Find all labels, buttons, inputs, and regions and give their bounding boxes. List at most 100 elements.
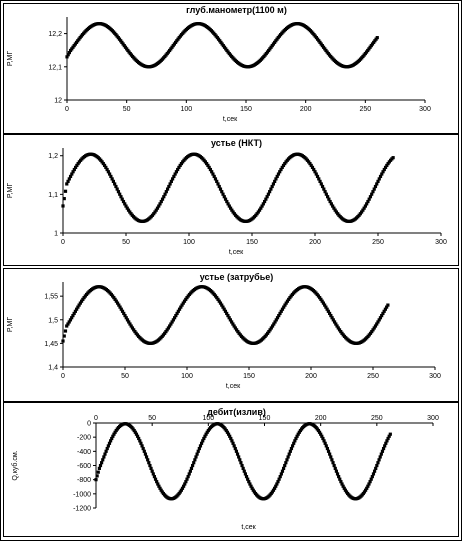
data-point — [62, 334, 66, 338]
data-point — [109, 439, 113, 443]
data-point — [290, 444, 295, 448]
data-point — [238, 458, 242, 462]
x-tick-label: 250 — [359, 106, 371, 113]
data-point — [94, 478, 98, 482]
data-point — [371, 190, 375, 194]
data-point — [96, 470, 100, 474]
data-point — [132, 328, 136, 332]
data-point — [385, 305, 389, 309]
data-point — [383, 165, 388, 170]
data-point — [335, 324, 339, 328]
data-point — [180, 303, 184, 307]
data-point — [112, 296, 116, 300]
data-point — [383, 307, 387, 311]
data-point — [95, 474, 99, 478]
data-point — [266, 331, 270, 335]
data-point — [371, 328, 375, 332]
data-point — [362, 206, 366, 210]
data-point — [178, 163, 182, 168]
data-point — [174, 170, 178, 174]
data-point — [73, 42, 77, 46]
data-point — [330, 316, 334, 320]
data-point — [220, 190, 224, 194]
data-point — [124, 204, 128, 208]
x-tick-label: 0 — [94, 415, 98, 422]
data-point — [101, 458, 105, 462]
data-point — [180, 486, 185, 490]
data-point — [233, 446, 237, 451]
data-point — [61, 339, 65, 343]
data-point — [162, 195, 166, 199]
data-point — [218, 187, 223, 191]
data-point — [188, 469, 192, 473]
data-point — [365, 202, 369, 206]
data-point — [322, 187, 326, 191]
data-point — [232, 444, 236, 448]
data-point — [122, 311, 126, 316]
data-point — [249, 484, 253, 488]
data-point — [315, 174, 320, 179]
y-tick-label: -200 — [77, 435, 91, 442]
y-axis-label: P,МГ — [7, 317, 14, 333]
data-point — [372, 326, 376, 330]
data-point — [326, 309, 330, 313]
data-point — [182, 484, 186, 488]
data-point — [73, 309, 77, 313]
data-point — [177, 307, 182, 311]
data-point — [267, 330, 271, 334]
data-point — [125, 318, 130, 322]
data-point — [331, 461, 335, 465]
data-point — [375, 322, 379, 326]
y-tick-label: 1,1 — [48, 192, 58, 199]
data-point — [334, 469, 338, 473]
data-point — [247, 480, 251, 484]
data-point — [269, 187, 273, 191]
data-point — [332, 463, 336, 468]
data-point — [376, 320, 380, 324]
data-point — [163, 192, 167, 196]
data-point — [313, 170, 317, 174]
data-point — [65, 182, 69, 186]
data-point — [265, 195, 269, 199]
data-point — [309, 163, 313, 168]
data-point — [179, 488, 183, 492]
data-point — [105, 167, 109, 172]
x-tick-label: 100 — [183, 239, 195, 246]
data-point — [61, 204, 65, 208]
data-point — [155, 480, 159, 484]
data-point — [158, 486, 162, 490]
y-tick-label: 0 — [87, 421, 91, 428]
data-point — [134, 432, 139, 436]
data-point — [176, 309, 180, 313]
x-axis-label: t,сек — [229, 249, 244, 256]
data-point — [259, 206, 263, 210]
data-point — [316, 428, 321, 433]
data-point — [278, 311, 282, 316]
data-point — [269, 45, 273, 49]
data-point — [118, 305, 122, 309]
data-point — [220, 42, 224, 46]
x-tick-label: 300 — [419, 106, 431, 113]
data-point — [97, 466, 101, 470]
data-point — [372, 469, 377, 473]
data-point — [281, 466, 286, 470]
data-point — [324, 192, 328, 196]
data-point — [132, 428, 136, 433]
data-point — [220, 303, 224, 307]
data-point — [329, 313, 333, 318]
data-point — [102, 163, 107, 168]
data-point — [270, 44, 274, 48]
data-point — [137, 436, 141, 441]
data-point — [153, 210, 157, 214]
data-point — [169, 322, 173, 326]
data-point — [231, 322, 235, 326]
data-point — [227, 204, 231, 208]
data-point — [386, 161, 390, 166]
data-point — [106, 444, 110, 448]
y-tick-label: -1000 — [73, 491, 91, 498]
data-point — [169, 179, 173, 183]
data-point — [328, 199, 332, 204]
data-point — [187, 472, 191, 476]
data-point — [319, 42, 323, 46]
